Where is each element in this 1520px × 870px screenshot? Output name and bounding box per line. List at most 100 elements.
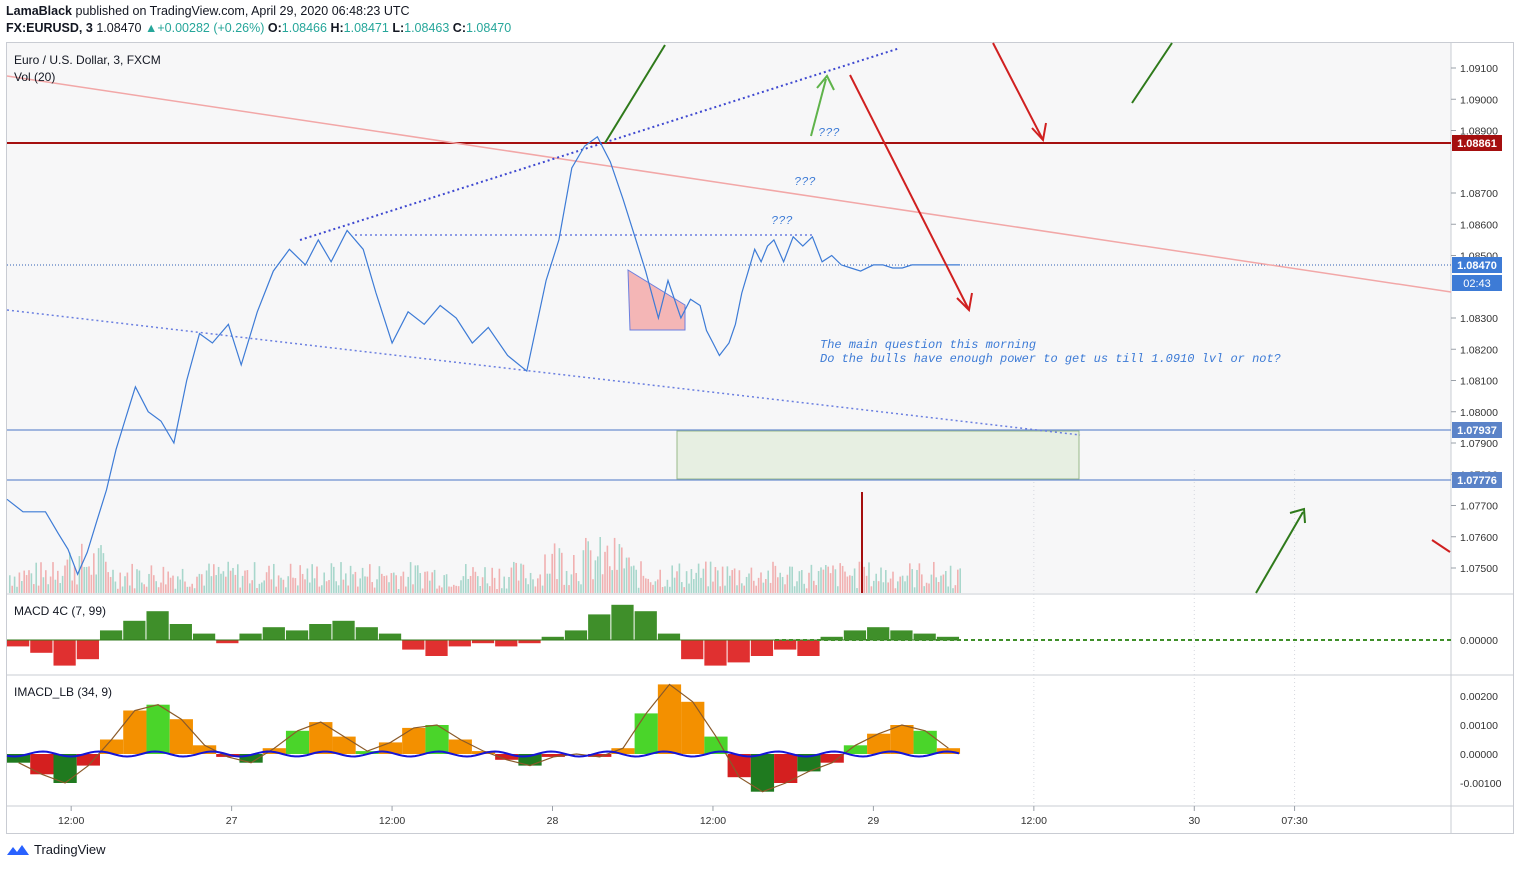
volume-bar [565, 570, 568, 593]
volume-bar [85, 566, 88, 593]
close-label: C: [452, 21, 466, 35]
volume-bar [105, 561, 107, 593]
volume-bar [477, 576, 479, 593]
volume-bar [311, 564, 313, 593]
note-line-1[interactable]: The main question this morning [820, 338, 1036, 352]
volume-bar [352, 574, 354, 593]
macd-bar [76, 640, 99, 660]
author-name[interactable]: LamaBlack [6, 4, 73, 18]
volume-bar [957, 569, 959, 593]
macd-bar [378, 633, 402, 640]
volume-bar [486, 583, 489, 593]
volume-bar [745, 576, 748, 593]
volume-bar [289, 563, 292, 593]
volume-bar [472, 567, 474, 593]
imacd-tick-label: 0.00100 [1460, 720, 1498, 732]
volume-bar [109, 576, 112, 593]
volume-bar [153, 575, 155, 593]
imacd-bar [750, 754, 775, 792]
volume-bar [88, 566, 90, 593]
footer-branding[interactable]: TradingView [6, 842, 106, 857]
macd-bar [309, 624, 332, 640]
volume-bar [611, 570, 613, 593]
imacd-bar [30, 754, 54, 775]
volume-bar [385, 575, 388, 593]
macd-bar [425, 640, 448, 656]
volume-bar [918, 563, 921, 593]
imacd-bar [704, 736, 728, 754]
scenario-arrows [604, 42, 1451, 594]
macd-bar [285, 630, 309, 640]
imacd-bar [657, 684, 682, 754]
macd-bar [495, 640, 518, 647]
volume-bar [57, 570, 59, 593]
volume-bar [628, 557, 630, 593]
volume-bar [76, 584, 78, 593]
volume-bar [762, 582, 765, 593]
volume-bar [654, 581, 657, 593]
volume-bar [510, 567, 513, 593]
volume-bar [337, 585, 340, 593]
volume-bar [30, 573, 33, 593]
macd-bar [774, 640, 797, 650]
volume-bar [587, 541, 589, 593]
volume-bar [729, 575, 731, 593]
macd-bar [239, 633, 262, 640]
volume-bar [865, 575, 868, 593]
lower-dotted-trendline[interactable] [6, 309, 1081, 436]
volume-bar [78, 556, 81, 593]
volume-bar [935, 577, 937, 593]
volume-bar [21, 581, 23, 593]
volume-bar [455, 585, 457, 593]
volume-bar [354, 571, 357, 593]
resistance-badge-bg [1452, 135, 1502, 151]
main-pane-title[interactable]: Euro / U.S. Dollar, 3, FXCM [14, 53, 161, 67]
volume-bar [119, 572, 121, 593]
imacd-label[interactable]: IMACD_LB (34, 9) [14, 685, 112, 699]
volume-bar [467, 578, 469, 593]
volume-bar [652, 584, 654, 593]
up-arrow-small [810, 78, 827, 137]
current-price-badge: 1.08470 02:43 [1452, 257, 1502, 291]
pennant-pattern[interactable] [627, 269, 686, 331]
time-axis[interactable]: 12:00 27 12:00 28 12:00 29 12:00 30 07:30 [58, 806, 1308, 827]
macd-label[interactable]: MACD 4C (7, 99) [14, 604, 106, 618]
macd-bar [448, 640, 471, 647]
open-label: O: [267, 21, 282, 35]
volume-bar [136, 569, 138, 593]
volume-bar [513, 561, 515, 593]
question-mark-label-1[interactable]: ??? [818, 126, 840, 140]
volume-bar [702, 568, 705, 593]
volume-bar [541, 585, 544, 593]
volume-bar [669, 586, 671, 593]
volume-bar [205, 570, 208, 593]
question-mark-label-3[interactable]: ??? [771, 214, 793, 228]
support-zone[interactable] [676, 430, 1080, 480]
volume-bar [753, 580, 755, 593]
volume-bar [705, 561, 707, 593]
volume-bar [673, 577, 676, 593]
up-arrow-lower [1255, 511, 1304, 594]
note-line-2[interactable]: Do the bulls have enough power to get us… [820, 352, 1281, 366]
question-mark-label-2[interactable]: ??? [794, 175, 816, 189]
volume-bar [781, 576, 784, 593]
volume-bar [369, 564, 371, 593]
symbol-label[interactable]: FX:EURUSD, 3 [6, 21, 93, 35]
chart-frame[interactable] [6, 42, 1514, 834]
volume-bar [791, 566, 793, 593]
volume-bar [748, 573, 750, 593]
volume-bar [532, 579, 534, 593]
volume-bar [239, 587, 241, 593]
macd-bar [704, 640, 727, 666]
volume-bar [484, 567, 486, 593]
macd-bar [564, 630, 588, 640]
footer-brand-name: TradingView [34, 842, 106, 857]
volume-bar [162, 566, 165, 593]
volume-label[interactable]: Vol (20) [14, 70, 55, 84]
volume-bar [321, 585, 323, 593]
volume-bar [28, 570, 30, 593]
imacd-bar [820, 754, 844, 763]
imacd-bar [518, 754, 542, 766]
descending-trendline[interactable] [6, 75, 1452, 293]
